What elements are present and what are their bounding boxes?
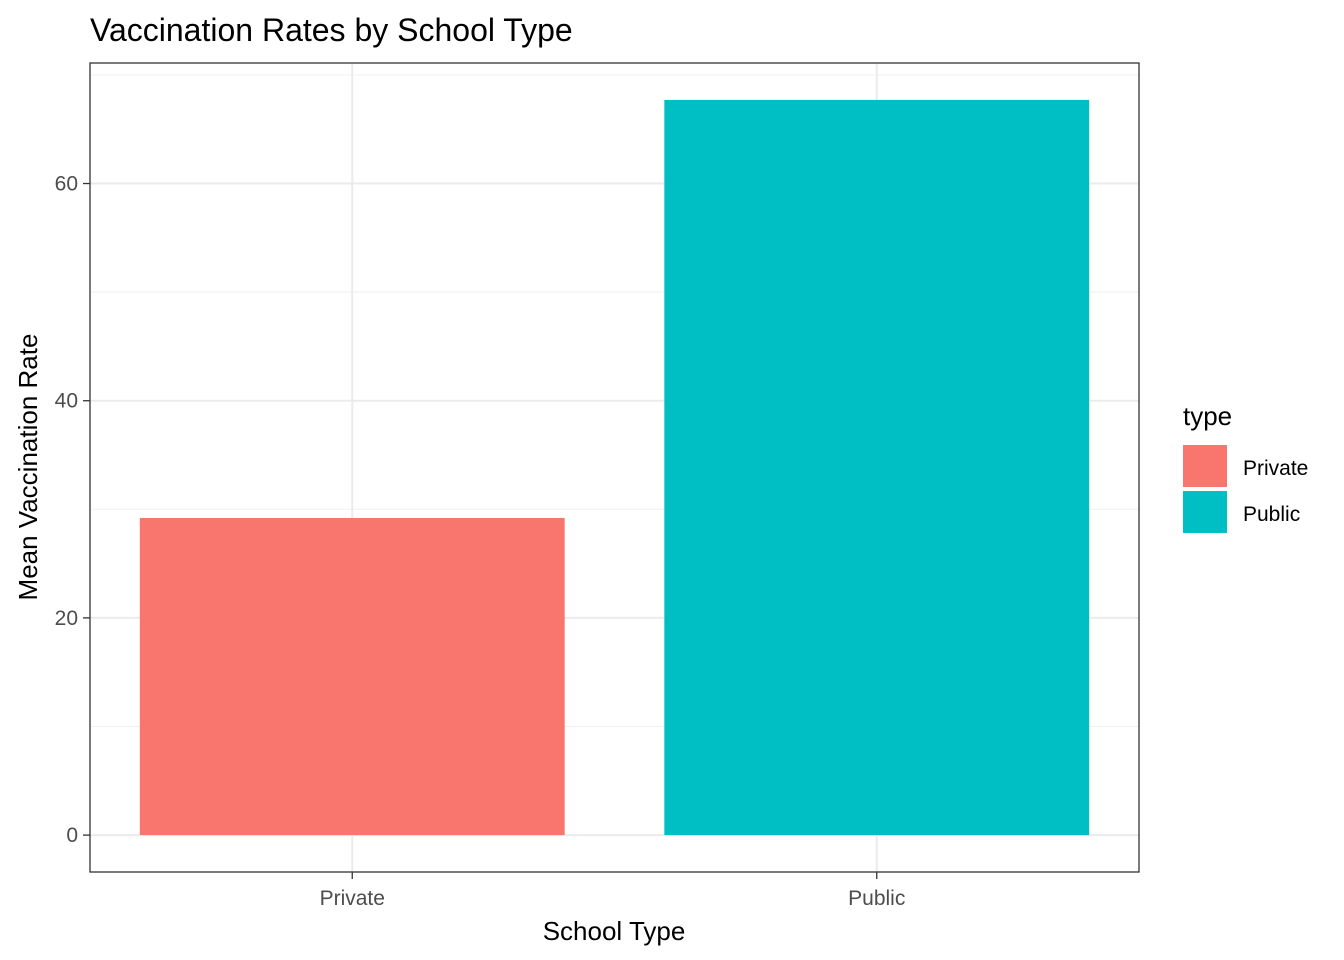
x-axis-title: School Type: [543, 916, 686, 946]
y-tick-label-3: 60: [55, 173, 78, 196]
y-tick-label-1: 20: [55, 607, 78, 630]
legend-label-private: Private: [1243, 457, 1308, 480]
legend-key-private: [1183, 445, 1227, 487]
chart-title: Vaccination Rates by School Type: [90, 12, 573, 48]
x-tick-label-1: Public: [848, 887, 905, 910]
y-tick-label-0: 0: [66, 824, 78, 847]
bars: [139, 99, 1090, 836]
legend-title: type: [1183, 401, 1232, 431]
x-axis-ticks: Private Public: [320, 872, 905, 910]
bar-private: [139, 517, 565, 836]
legend: type Private Public: [1183, 401, 1308, 533]
bar-public: [664, 99, 1090, 836]
plot-panel-border: [89, 62, 1140, 873]
legend-key-public: [1183, 491, 1227, 533]
x-tick-label-0: Private: [320, 887, 385, 910]
legend-label-public: Public: [1243, 503, 1300, 526]
y-axis-ticks: 0 20 40 60: [55, 173, 90, 847]
y-tick-label-2: 40: [55, 390, 78, 413]
y-axis-title: Mean Vaccination Rate: [13, 334, 43, 601]
